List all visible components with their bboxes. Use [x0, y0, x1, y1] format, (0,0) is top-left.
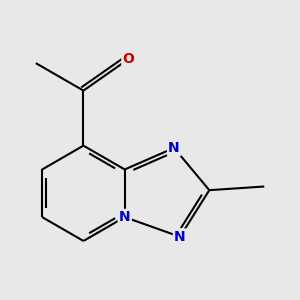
Text: N: N — [168, 141, 180, 155]
Text: N: N — [119, 210, 130, 224]
Text: O: O — [123, 52, 134, 66]
Text: N: N — [174, 230, 186, 244]
